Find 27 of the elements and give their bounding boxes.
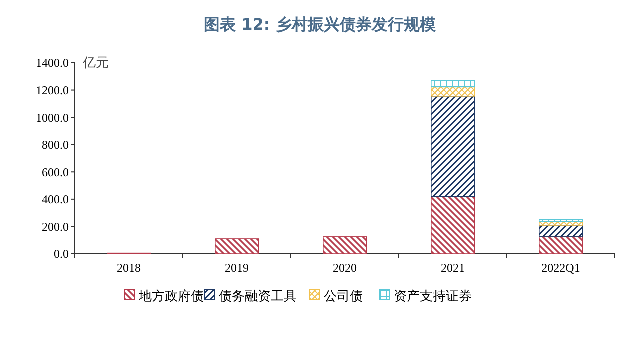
y-axis-title: 亿元 [82,56,109,71]
y-tick-label: 1400.0 [36,56,69,70]
y-tick-label: 200.0 [42,220,69,234]
x-tick-label: 2019 [225,261,249,275]
y-tick-label: 0.0 [54,247,69,262]
y-tick-label: 1000.0 [36,110,69,125]
x-tick-label: 2020 [333,261,357,275]
legend-label: 公司债 [324,290,363,305]
legend-label: 债务融资工具 [219,290,297,305]
y-tick-label: 600.0 [42,165,69,180]
bar [215,238,259,254]
bar [431,80,475,88]
bar [323,236,367,254]
y-tick-label: 400.0 [42,192,69,207]
legend-label: 资产支持证券 [394,290,472,305]
chart-title: 图表 12: 乡村振兴债券发行规模 [204,15,436,34]
bar [431,86,475,97]
x-tick-label: 2021 [441,261,465,275]
bar [539,225,583,237]
legend-label: 地方政府债 [138,288,204,305]
y-tick-label: 1200.0 [36,83,69,98]
bar [431,196,475,254]
x-tick-label: 2018 [117,261,141,275]
x-tick-label: 2022Q1 [542,261,580,275]
y-tick-label: 800.0 [42,138,69,152]
bar [539,236,583,254]
bar [431,96,475,198]
